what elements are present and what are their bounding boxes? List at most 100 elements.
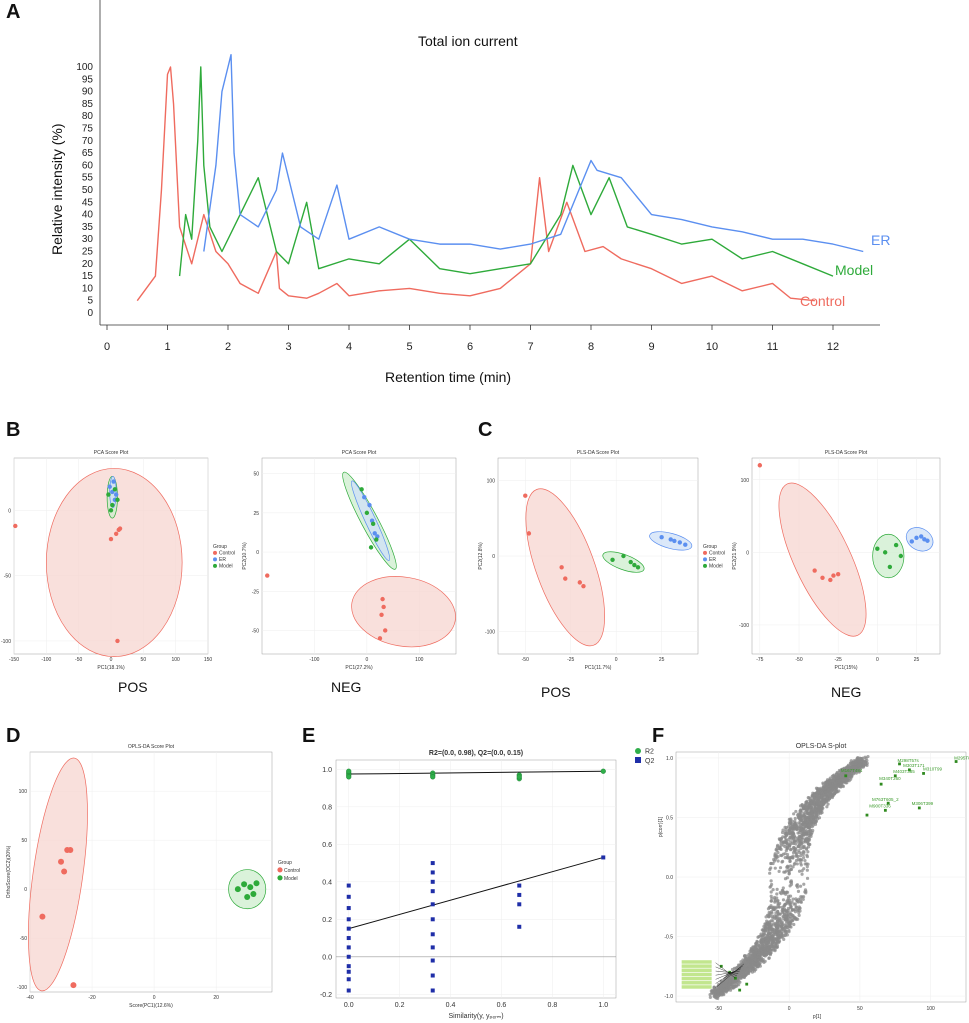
x-tick-label: 0.2 — [395, 1002, 405, 1009]
q2-point — [430, 902, 435, 907]
point-control — [523, 493, 528, 498]
splot-point — [784, 910, 789, 914]
splot-point — [793, 915, 797, 919]
panel-e-plot: 0.0 0.2 0.4 0.6 0.8 1.0 1.0 0.8 0.6 0.4 0.2 0.0 -0.2… — [320, 748, 654, 1020]
splot-point — [775, 945, 779, 949]
splot-point — [755, 941, 759, 945]
splot-point — [822, 797, 826, 802]
q2-point — [430, 973, 435, 978]
panel-c-letter: C — [478, 419, 492, 441]
x-tick-label: 50 — [857, 1006, 863, 1012]
legend-marker-control — [703, 550, 707, 555]
splot-point — [753, 953, 757, 957]
splot-point — [816, 790, 820, 794]
splot-point — [770, 931, 774, 935]
panel-d-legend: Group Control Model — [277, 860, 300, 882]
point-er — [683, 542, 688, 547]
y-tick-label: 55 — [82, 173, 94, 184]
splot-point — [808, 842, 812, 847]
x-tick-label: 10 — [706, 341, 718, 353]
splot-point — [800, 872, 804, 876]
x-tick-label: 50 — [141, 657, 147, 663]
splot-point — [780, 924, 784, 928]
x-axis-label: PC1(27.2%) — [345, 665, 373, 671]
splot-point — [760, 928, 764, 932]
splot-point — [834, 786, 838, 790]
splot-point — [797, 849, 801, 853]
x-axis-label: Similarity(y, yₚₑᵣₘ) — [448, 1013, 503, 1020]
x-tick-label: -75 — [756, 657, 763, 663]
splot-annotation: M303T171 — [903, 763, 925, 768]
panel-a-label-er: ER — [871, 232, 890, 248]
splot-point — [708, 995, 712, 999]
splot-point — [796, 900, 800, 904]
legend-label-control: Control — [219, 551, 235, 557]
splot-point — [778, 866, 783, 870]
y-tick-label: 1.0 — [322, 767, 332, 774]
splot-point — [802, 823, 806, 827]
point-model — [887, 564, 893, 570]
splot-annotation: M310T99 — [923, 766, 943, 771]
splot-point — [832, 773, 836, 777]
y-tick-label: 1.0 — [666, 756, 673, 762]
splot-point — [783, 931, 788, 935]
splot-point — [719, 982, 723, 986]
splot-point — [817, 805, 821, 810]
splot-point — [797, 830, 802, 835]
x-tick-label: 100 — [926, 1006, 935, 1012]
point-er — [367, 502, 372, 508]
panel-b-pos-plot: -150 -100 -50 0 50 100 150 0 -50 -100 PCA Score Pl… — [1, 450, 212, 671]
y-tick-label: 0.2 — [322, 917, 332, 924]
point-control — [812, 568, 817, 573]
splot-point — [805, 808, 809, 812]
panel-a-letter: A — [6, 1, 20, 23]
splot-point — [768, 871, 772, 875]
splot-point — [763, 925, 767, 929]
point-control — [108, 536, 114, 542]
q2-point — [346, 926, 351, 931]
splot-point — [797, 897, 801, 901]
splot-point — [792, 841, 796, 846]
splot-point — [782, 870, 786, 874]
splot-point — [781, 898, 786, 902]
y-tick-label: -50 — [20, 936, 27, 942]
splot-point — [807, 837, 812, 841]
splot-point — [792, 922, 796, 927]
splot-point — [775, 887, 779, 891]
legend-label-q2: Q2 — [645, 758, 654, 765]
point-model — [364, 510, 370, 516]
x-tick-label: 100 — [415, 657, 424, 663]
splot-point — [793, 910, 798, 914]
splot-point — [799, 863, 803, 867]
splot-point — [789, 880, 794, 884]
plot-title: PLS-DA Score Plot — [825, 450, 868, 456]
splot-point — [826, 780, 830, 784]
point-model — [108, 508, 114, 513]
splot-point — [758, 957, 762, 961]
splot-point — [778, 890, 782, 895]
panel-c-neg-plot: -75 -50 -25 0 25 100 0 -100 PLS-DA Score Plot PC1… — [732, 450, 941, 671]
splot-point — [781, 907, 785, 911]
splot-point — [828, 790, 833, 795]
splot-point — [799, 854, 803, 858]
x-tick-label: 100 — [171, 657, 180, 663]
y-tick-label: 0 — [492, 554, 495, 560]
tic-line-control — [136, 66, 815, 302]
splot-point — [764, 915, 768, 919]
point-model — [115, 497, 120, 503]
y-tick-label: 0 — [256, 550, 259, 556]
splot-point — [722, 984, 726, 988]
splot-highlight-point — [719, 964, 723, 968]
y-tick-label: -0.5 — [664, 935, 673, 941]
splot-point — [777, 869, 781, 873]
y-tick-label: -100 — [17, 985, 27, 991]
splot-point — [772, 857, 776, 862]
r2-point — [346, 768, 352, 774]
y-tick-label: 100 — [19, 789, 28, 795]
splot-point — [750, 961, 754, 965]
splot-point — [718, 993, 722, 997]
splot-leader-line — [715, 963, 745, 988]
point-model — [241, 881, 248, 888]
splot-point — [777, 921, 781, 925]
q2-point — [346, 954, 351, 959]
